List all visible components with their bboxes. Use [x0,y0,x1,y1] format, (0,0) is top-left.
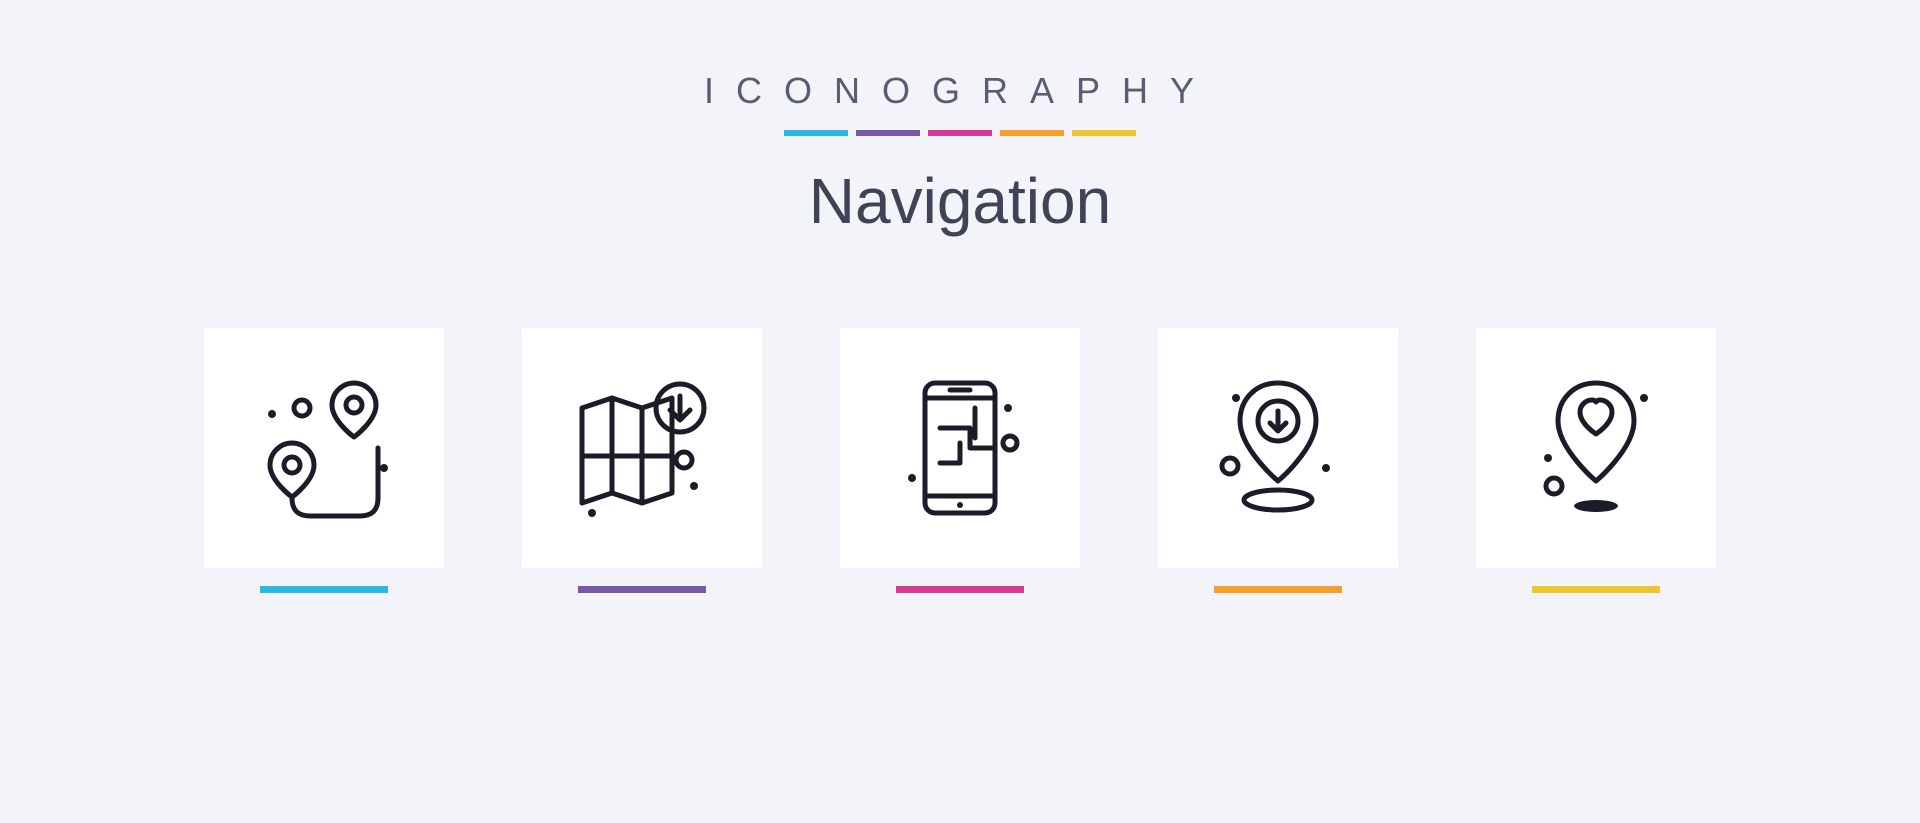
icon-box [204,328,444,568]
icon-card-map-download [522,328,762,593]
icon-row [204,328,1716,593]
card-bar [260,586,388,593]
brand-title: ICONOGRAPHY [704,70,1216,112]
icon-box [1476,328,1716,568]
icon-card-mobile-map [840,328,1080,593]
icon-box [840,328,1080,568]
route-icon [244,368,404,528]
icon-box [522,328,762,568]
card-bar [578,586,706,593]
color-bar-4 [1000,130,1064,136]
icon-card-route [204,328,444,593]
card-bar [1532,586,1660,593]
card-bar [896,586,1024,593]
mobile-map-icon [880,368,1040,528]
color-bar-5 [1072,130,1136,136]
color-bar-row [704,130,1216,136]
pin-download-icon [1198,368,1358,528]
icon-card-pin-download [1158,328,1398,593]
color-bar-1 [784,130,848,136]
card-bar [1214,586,1342,593]
icon-card-pin-heart [1476,328,1716,593]
pin-heart-icon [1516,368,1676,528]
header: ICONOGRAPHY Navigation [704,70,1216,328]
category-title: Navigation [704,164,1216,238]
map-download-icon [562,368,722,528]
color-bar-2 [856,130,920,136]
color-bar-3 [928,130,992,136]
icon-box [1158,328,1398,568]
